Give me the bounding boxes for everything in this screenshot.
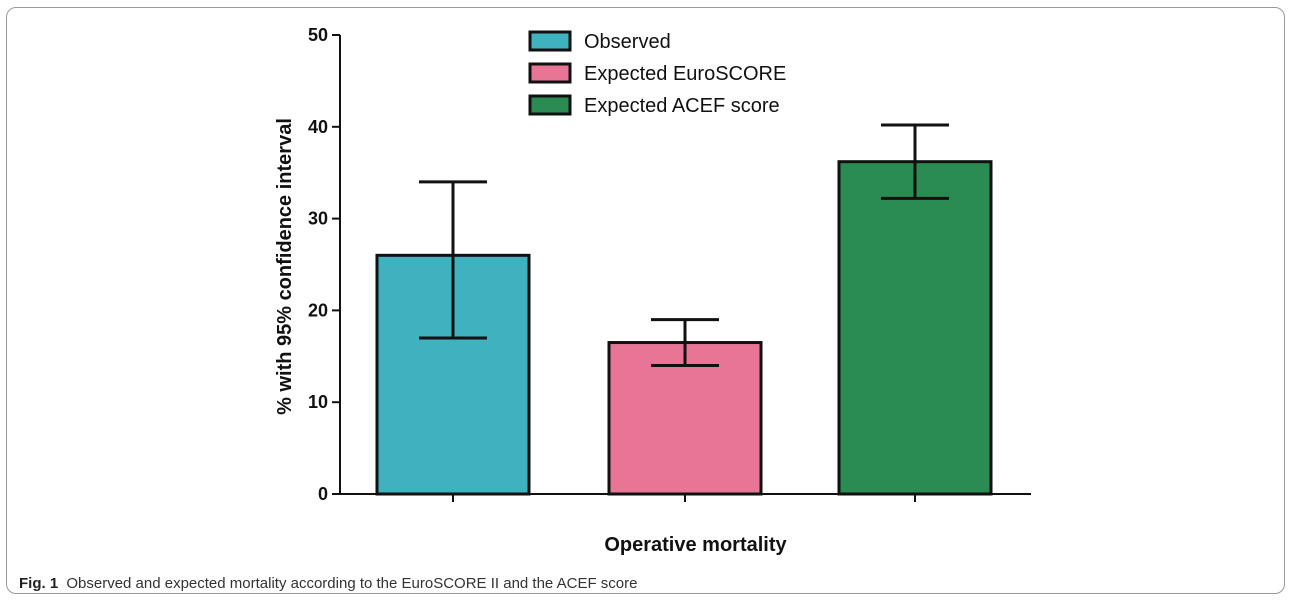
y-tick-label: 10 [308, 392, 328, 412]
y-tick-label: 20 [308, 300, 328, 320]
figure-caption: Fig. 1 Observed and expected mortality a… [19, 575, 637, 592]
axes-layer: 0 10 20 30 40 50 [308, 25, 1031, 504]
legend-swatch-2 [528, 62, 572, 84]
y-tick-label: 0 [318, 484, 328, 504]
y-axis-label: % with 95% confidence interval [274, 118, 296, 415]
legend-label-1: Observed [584, 31, 671, 53]
bar-2 [607, 341, 763, 496]
legend-label-3: Expected ACEF score [584, 95, 780, 117]
figure-number: Fig. 1 [19, 575, 59, 592]
figure-panel: 0 10 20 30 40 50 Observed Expected EuroSCORE Ex… [6, 7, 1285, 594]
legend-swatch-1 [528, 30, 572, 52]
legend-label-2: Expected EuroSCORE [584, 63, 786, 85]
bar-chart: 0 10 20 30 40 50 Observed Expected EuroSCORE Ex… [274, 25, 1031, 556]
legend-swatch-3 [528, 94, 572, 116]
legend: Observed Expected EuroSCORE Expected ACEF … [528, 30, 786, 117]
x-axis-label: Operative mortality [604, 534, 787, 556]
y-tick-label: 50 [308, 25, 328, 45]
error-bars-layer [419, 123, 949, 367]
caption-text: Observed and expected mortality accordin… [66, 575, 638, 592]
y-tick-label: 30 [308, 209, 328, 229]
bar-3 [837, 160, 993, 496]
y-tick-label: 40 [308, 117, 328, 137]
